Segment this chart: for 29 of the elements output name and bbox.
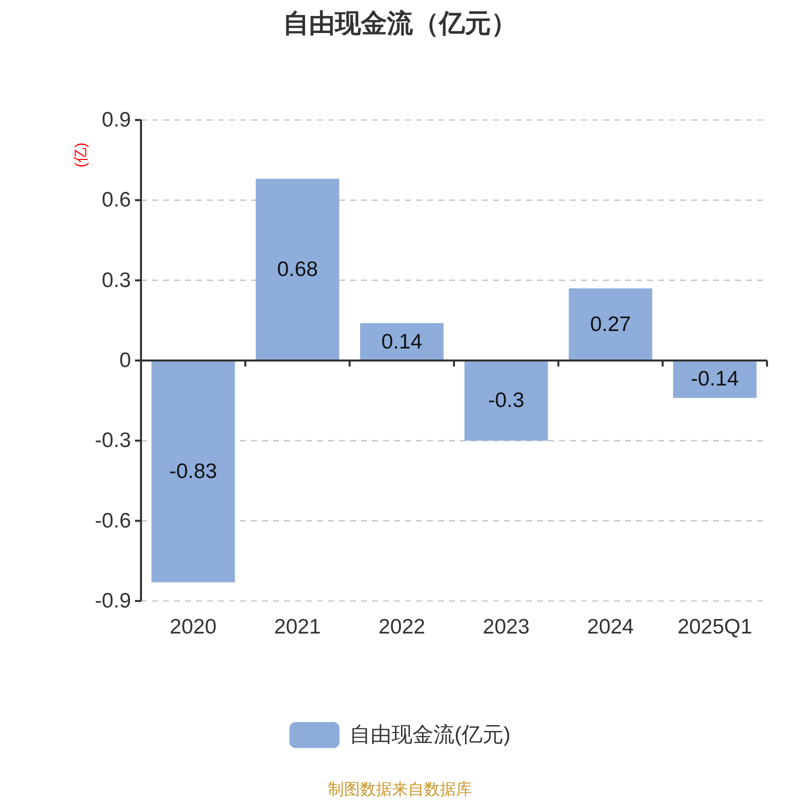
- legend-label: 自由现金流(亿元): [350, 724, 510, 746]
- y-tick-label: 0.3: [102, 268, 131, 292]
- y-tick-label: -0.9: [94, 590, 131, 612]
- x-tick-label: 2021: [274, 616, 321, 638]
- bar: [256, 178, 340, 360]
- bar: [151, 360, 235, 582]
- y-axis-title: (亿): [72, 142, 90, 168]
- x-tick-label: 2025Q1: [677, 616, 752, 638]
- y-tick-label: -0.3: [94, 429, 131, 452]
- bar: [673, 360, 757, 398]
- data-label: 0.14: [381, 330, 423, 354]
- bar: [464, 360, 548, 441]
- y-tick-label: 0: [119, 349, 131, 372]
- x-tick-label: 2022: [378, 616, 426, 638]
- y-tick-label: 0.6: [102, 188, 131, 212]
- data-label: -0.14: [690, 368, 740, 391]
- text: 制图数据来自数据库: [328, 780, 472, 798]
- bar: [360, 323, 444, 360]
- data-label: -0.3: [488, 389, 524, 412]
- y-tick-label: -0.6: [94, 509, 131, 532]
- x-tick-label: 2023: [482, 616, 530, 638]
- x-tick-label: 2024: [587, 616, 634, 638]
- y-tick-label: 0.9: [102, 108, 131, 132]
- x-tick-label: 2020: [170, 616, 217, 638]
- data-label: 0.68: [277, 258, 318, 282]
- data-label: 0.27: [590, 312, 631, 336]
- chart-title: 自由现金流（亿元）: [283, 8, 517, 38]
- bar: [568, 288, 652, 360]
- data-label: -0.83: [169, 460, 218, 483]
